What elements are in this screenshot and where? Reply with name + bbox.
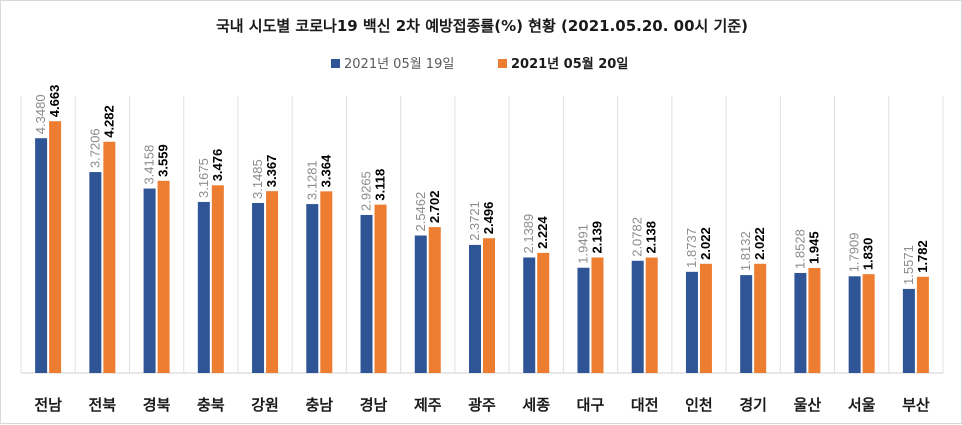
data-label-may19-8: 2.3721 [467,201,482,241]
bar-may20-10 [591,257,604,373]
data-label-may20-12: 2.022 [698,227,713,260]
bar-may20-3 [211,185,224,373]
bar-may20-14 [808,267,821,373]
data-label-may19-2: 3.4158 [142,145,157,185]
bar-may19-8 [469,244,481,373]
x-tick-label: 전남 [34,396,62,414]
data-label-may19-4: 3.1485 [250,159,265,199]
data-label-may20-16: 1.782 [915,240,930,273]
x-tick-label: 경북 [143,396,171,414]
x-tick-label: 광주 [468,396,496,414]
bar-may19-13 [740,275,753,373]
bar-may20-16 [916,276,929,373]
data-label-may19-12: 1.8737 [684,228,699,268]
bar-may19-7 [414,235,427,373]
x-tick-label: 울산 [794,396,822,414]
x-tick-label: 경남 [360,396,388,414]
x-tick-label: 강원 [251,396,279,414]
legend-swatch-may20 [498,59,507,68]
data-label-may20-14: 1.945 [806,231,821,264]
x-tick-label: 세종 [522,396,550,414]
data-label-may19-3: 3.1675 [196,158,211,198]
bar-may19-16 [902,288,915,373]
bar-may20-4 [266,191,279,373]
x-tick-label: 경기 [739,396,767,414]
bar-may20-9 [537,252,550,373]
x-tick-label: 충남 [305,396,333,414]
data-label-may20-13: 2.022 [752,227,767,260]
x-tick-label: 부산 [902,396,930,414]
bar-may20-7 [428,227,441,373]
data-label-may20-3: 3.476 [210,149,225,182]
bar-may19-1 [89,172,102,373]
bar-may20-0 [49,121,62,373]
x-tick-label: 제주 [414,396,442,414]
bar-may20-11 [645,257,658,373]
bar-may19-6 [360,214,373,373]
data-label-may19-5: 3.1281 [304,160,319,200]
bar-may19-14 [794,272,807,373]
data-label-may19-1: 3.7206 [87,128,102,168]
data-label-may20-15: 1.830 [861,238,876,271]
data-label-may20-4: 3.367 [264,155,279,188]
x-tick-label: 대구 [577,396,605,414]
bar-may20-12 [699,263,712,373]
data-label-may19-14: 1.8528 [792,229,807,269]
data-label-may20-5: 3.364 [318,154,333,187]
data-label-may20-6: 3.118 [373,169,388,201]
data-label-may20-0: 4.663 [47,85,62,118]
data-label-may19-11: 2.0782 [630,217,645,257]
legend-swatch-may19 [331,59,340,68]
bar-may20-2 [157,180,170,373]
bar-may19-0 [35,138,48,373]
x-tick-label: 대전 [631,396,659,414]
data-label-may19-13: 1.8132 [738,231,753,271]
data-label-may20-8: 2.496 [481,202,496,235]
data-label-may20-10: 2.139 [589,221,604,254]
bar-may19-15 [848,276,861,373]
bar-may19-10 [577,267,590,373]
data-label-may19-6: 2.9265 [359,171,374,211]
data-label-may19-9: 2.1389 [521,214,536,254]
data-label-may19-16: 1.5571 [901,245,916,285]
bar-may19-11 [631,260,644,373]
bar-may19-12 [685,271,698,373]
data-label-may19-0: 4.3480 [33,94,48,134]
data-label-may20-11: 2.138 [644,221,659,254]
x-tick-label: 인천 [685,396,713,414]
bar-may19-3 [197,201,210,373]
data-label-may20-1: 4.282 [101,105,116,138]
legend-label-may20: 2021년 05월 20일 [511,56,628,72]
x-tick-label: 서울 [848,396,876,414]
bar-may19-9 [523,257,536,373]
bar-may20-1 [103,141,116,373]
data-label-may20-9: 2.224 [535,216,550,249]
data-label-may20-7: 2.702 [427,191,442,224]
data-label-may19-10: 1.9491 [575,224,590,264]
chart-title: 국내 시도별 코로나19 백신 2차 예방접종률(%) 현황 (2021.05.… [216,17,748,35]
bar-may20-15 [862,274,875,373]
data-label-may19-15: 1.7909 [847,233,862,273]
bar-may19-2 [143,188,156,373]
bar-may20-6 [374,204,387,373]
bar-may19-5 [306,204,319,373]
bar-may19-4 [252,202,265,373]
data-label-may19-7: 2.5462 [413,192,428,232]
bar-may20-13 [754,263,767,373]
legend-label-may19: 2021년 05월 19일 [344,57,454,72]
bar-may20-5 [320,191,333,373]
x-tick-label: 전북 [89,396,117,414]
data-label-may20-2: 3.559 [156,144,171,177]
x-tick-label: 충북 [197,396,225,414]
bar-may20-8 [483,238,495,373]
